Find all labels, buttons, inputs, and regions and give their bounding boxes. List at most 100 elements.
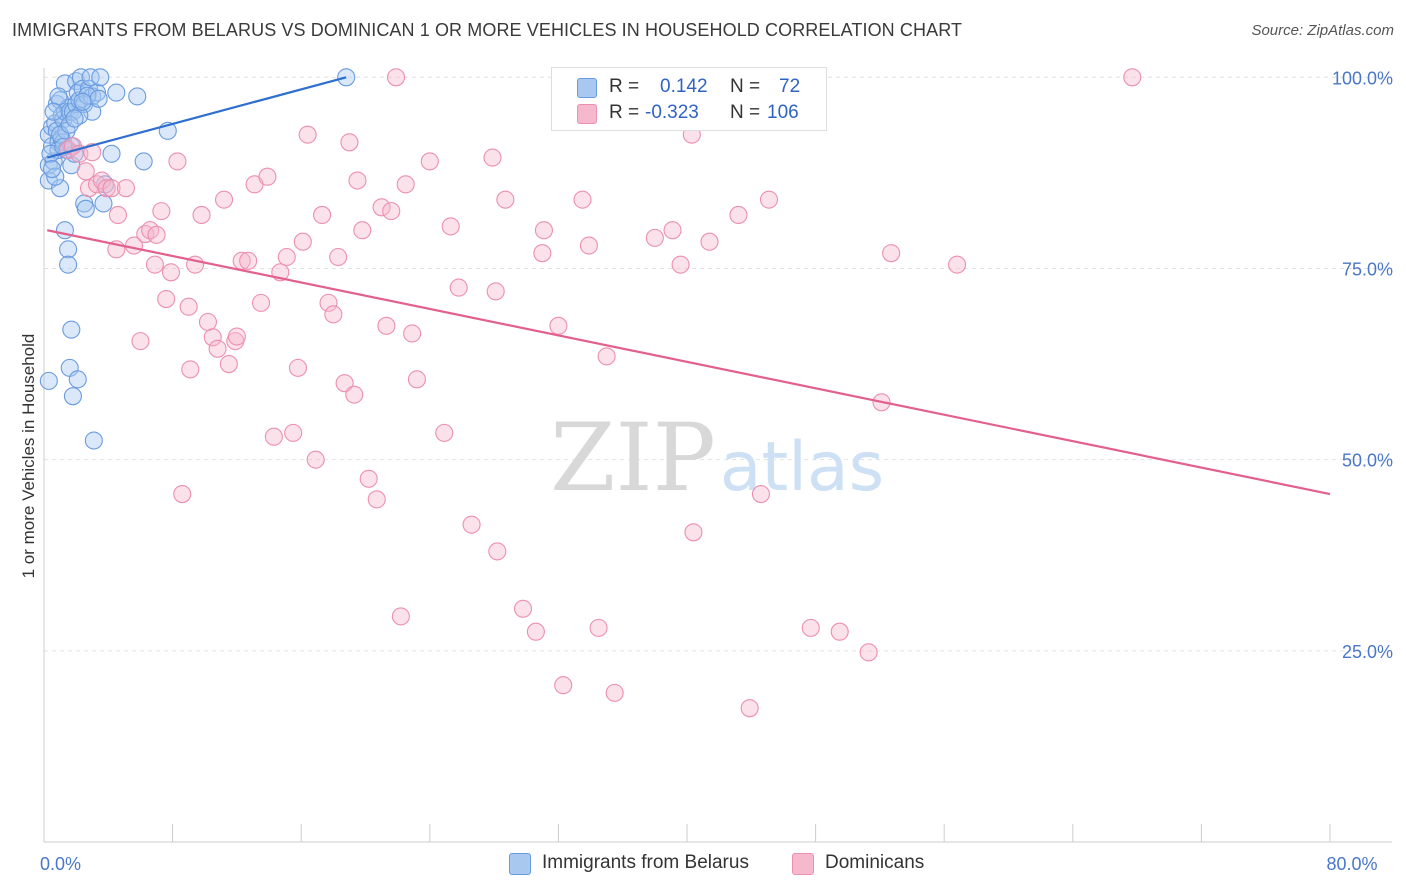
point-dominican [324,305,343,324]
point-dominican [141,221,160,240]
watermark-zip: ZIP [550,404,716,513]
legend-n-label: N = [730,76,761,97]
legend-row-belarus: R = 0.142 N = 72 [552,76,826,100]
point-belarus [51,179,70,198]
x-tick-label: 80.0% [1326,854,1377,874]
y-tick-label: 100.0% [1332,68,1393,88]
point-belarus [134,152,153,171]
point-dominican [147,225,166,244]
point-dominican [534,221,553,240]
point-dominican [830,622,849,641]
point-dominican [251,293,271,312]
point-dominican [407,370,426,389]
point-dominican [449,278,468,297]
point-dominican [227,327,246,346]
point-dominican [396,175,415,194]
point-dominican [102,179,121,198]
point-belarus [87,83,107,102]
point-belarus [59,240,78,259]
point-belarus [76,199,95,218]
point-dominican [554,676,573,695]
point-dominican [116,179,136,198]
point-dominican [589,618,608,637]
point-dominican [386,68,406,87]
legend-n-label: N = [730,102,761,123]
point-dominican [533,244,552,263]
point-dominican [179,297,198,316]
point-dominican [203,328,222,347]
point-dominican [131,332,150,351]
point-dominican [684,523,703,542]
point-dominican [288,358,308,377]
point-dominican [298,125,317,144]
point-dominican [214,190,234,209]
point-dominican [597,347,616,366]
point-belarus [63,387,82,406]
point-belarus [107,83,126,102]
point-dominican [168,152,187,171]
point-dominican [671,255,690,274]
point-dominican [486,282,505,301]
point-dominican [513,599,533,618]
point-belarus [60,115,79,134]
legend-row-dominicans: R = -0.323 N = 106 [552,102,826,126]
point-dominican [353,221,372,240]
point-dominican [348,171,367,190]
point-dominican [367,490,386,509]
point-dominican [573,190,592,209]
x-tick-label: 0.0% [40,854,81,874]
point-belarus [128,87,147,106]
point-dominican [198,312,218,332]
trend-line-dominicans [46,229,1331,496]
point-belarus [49,87,68,106]
point-dominican [663,221,682,240]
point-dominican [157,290,176,309]
point-dominican [372,198,391,217]
bottom-legend-swatch-dominicans [792,853,814,875]
legend-r-value: -0.323 [645,102,699,123]
point-dominican [108,205,127,224]
point-dominican [219,355,238,374]
trend-lines [46,76,1331,496]
point-dominican [239,251,258,270]
point-dominican [152,202,171,221]
point-dominican [403,324,422,343]
point-dominican [208,339,227,358]
point-dominican [258,167,277,186]
points [39,68,1142,718]
point-dominican [83,143,102,162]
y-tick-label: 25.0% [1342,642,1393,662]
point-belarus [70,106,89,125]
axes [43,68,1392,843]
legend-r-label: R = [609,102,640,123]
point-dominican [488,542,507,561]
point-dominican [284,423,303,442]
point-dominican [729,205,748,224]
point-belarus [81,68,100,87]
point-dominican [462,515,481,534]
point-dominican [882,244,901,263]
point-belarus [84,431,103,450]
point-dominican [345,385,364,404]
point-dominican [549,316,568,335]
legend-swatch-dominicans [577,104,597,124]
point-dominican [579,236,598,255]
point-dominican [496,190,515,209]
point-dominican [420,152,439,171]
point-dominican [181,360,200,379]
point-dominican [277,247,296,267]
point-dominican [377,316,396,335]
legend-r-value: 0.142 [660,76,708,97]
grid [44,76,1392,652]
point-belarus [62,320,81,339]
point-dominican [173,485,192,504]
point-belarus [68,370,87,389]
point-belarus [102,144,121,163]
point-dominican [359,469,378,488]
point-dominican [97,179,116,198]
point-dominican [340,133,359,152]
point-dominican [382,202,401,221]
point-dominican [1123,68,1142,87]
point-belarus [44,102,63,121]
point-dominican [700,232,719,251]
